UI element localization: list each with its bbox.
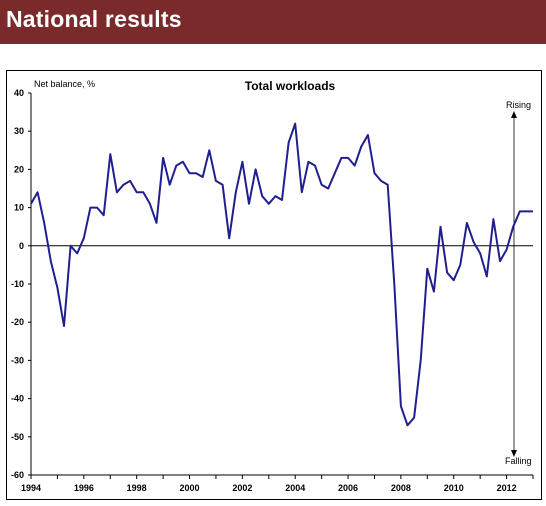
chart-frame	[6, 70, 542, 500]
annotation-rising: Rising	[506, 100, 531, 110]
annotation-falling: Falling	[505, 456, 532, 466]
x-tick-label: 1998	[127, 483, 147, 493]
y-tick-label: 0	[19, 241, 24, 251]
x-tick-label: 2002	[232, 483, 252, 493]
y-tick-label: 10	[14, 203, 24, 213]
x-tick-label: 2006	[338, 483, 358, 493]
y-tick-label: 40	[14, 88, 24, 98]
y-tick-label: -30	[11, 355, 24, 365]
x-tick-label: 2000	[180, 483, 200, 493]
y-tick-label: -10	[11, 279, 24, 289]
series-line-1	[30, 122, 533, 427]
arrow-up-head	[511, 111, 517, 118]
y-tick-label: 20	[14, 164, 24, 174]
x-tick-label: 2008	[391, 483, 411, 493]
x-tick-label: 1996	[74, 483, 94, 493]
y-axis-label: Net balance, %	[34, 79, 95, 89]
y-tick-label: -60	[11, 470, 24, 480]
y-tick-label: 30	[14, 126, 24, 136]
y-tick-label: -20	[11, 317, 24, 327]
y-tick-label: -40	[11, 394, 24, 404]
x-tick-label: 1994	[21, 483, 41, 493]
arrow-down-head	[511, 450, 517, 457]
x-tick-label: 2012	[497, 483, 517, 493]
x-tick-label: 2004	[285, 483, 305, 493]
page-title: National results	[6, 6, 182, 32]
x-tick-label: 2010	[444, 483, 464, 493]
header-banner: National results	[0, 0, 546, 44]
y-tick-label: -50	[11, 432, 24, 442]
chart-title: Total workloads	[245, 79, 336, 93]
